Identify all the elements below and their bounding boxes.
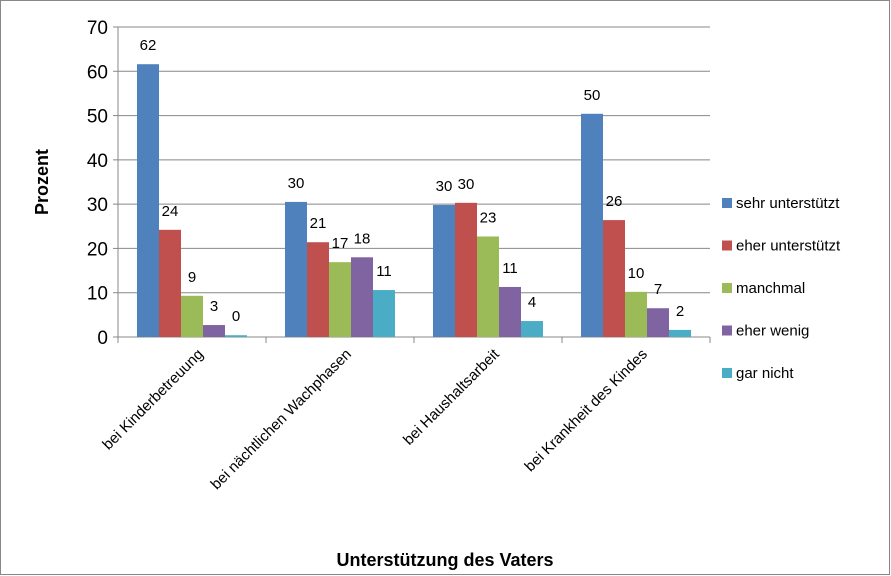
data-label: 30 [288, 175, 305, 192]
bar [159, 229, 181, 337]
y-tick-label: 30 [87, 195, 108, 216]
bar [137, 64, 159, 337]
y-tick-label: 70 [87, 18, 108, 39]
legend-label: sehr unterstützt [736, 195, 840, 212]
legend-label: manchmal [736, 280, 805, 297]
data-label: 17 [332, 235, 349, 252]
bar [181, 295, 203, 337]
legend-swatch [722, 325, 732, 336]
bar [477, 236, 499, 337]
data-label: 18 [354, 230, 371, 247]
bar [669, 329, 691, 337]
data-label: 50 [584, 87, 601, 104]
data-label: 23 [480, 209, 497, 226]
bar [433, 205, 455, 337]
data-label: 26 [606, 193, 623, 210]
bar [285, 201, 307, 337]
data-label: 0 [232, 308, 240, 325]
data-label: 30 [436, 178, 453, 195]
data-label: 11 [502, 260, 518, 277]
legend-label: eher wenig [736, 323, 809, 340]
bar [351, 257, 373, 337]
legend-swatch [722, 368, 732, 378]
legend-label: gar nicht [736, 365, 794, 382]
y-tick-label: 10 [87, 284, 108, 305]
bar [581, 113, 603, 337]
data-label: 10 [628, 265, 645, 282]
legend-swatch [722, 198, 732, 208]
data-label: 3 [210, 298, 218, 315]
y-tick-label: 0 [97, 328, 108, 349]
legend-label: eher unterstützt [736, 238, 841, 255]
data-label: 7 [654, 281, 662, 298]
bar [521, 321, 543, 337]
bar [603, 220, 625, 337]
legend-swatch [722, 283, 732, 293]
bar [373, 290, 395, 337]
data-label: 21 [310, 215, 327, 232]
data-label: 62 [140, 37, 157, 54]
data-label: 24 [162, 203, 179, 220]
bar [455, 202, 477, 337]
data-label: 11 [376, 263, 392, 280]
x-axis-title: Unterstützung des Vaters [336, 550, 553, 570]
bar [329, 262, 351, 337]
y-tick-label: 60 [87, 62, 108, 83]
data-label: 2 [676, 303, 684, 320]
legend-swatch [722, 240, 732, 251]
bar [225, 335, 247, 337]
y-tick-label: 50 [87, 107, 108, 128]
y-tick-label: 40 [87, 151, 108, 172]
bar [203, 325, 225, 337]
y-tick-label: 20 [87, 239, 108, 260]
data-label: 9 [188, 269, 196, 286]
bar [625, 291, 647, 337]
bar [499, 286, 521, 337]
data-label: 30 [458, 176, 475, 193]
data-label: 4 [528, 294, 536, 311]
bar [307, 242, 329, 337]
y-axis-title: Prozent [32, 149, 52, 215]
bar [647, 308, 669, 337]
